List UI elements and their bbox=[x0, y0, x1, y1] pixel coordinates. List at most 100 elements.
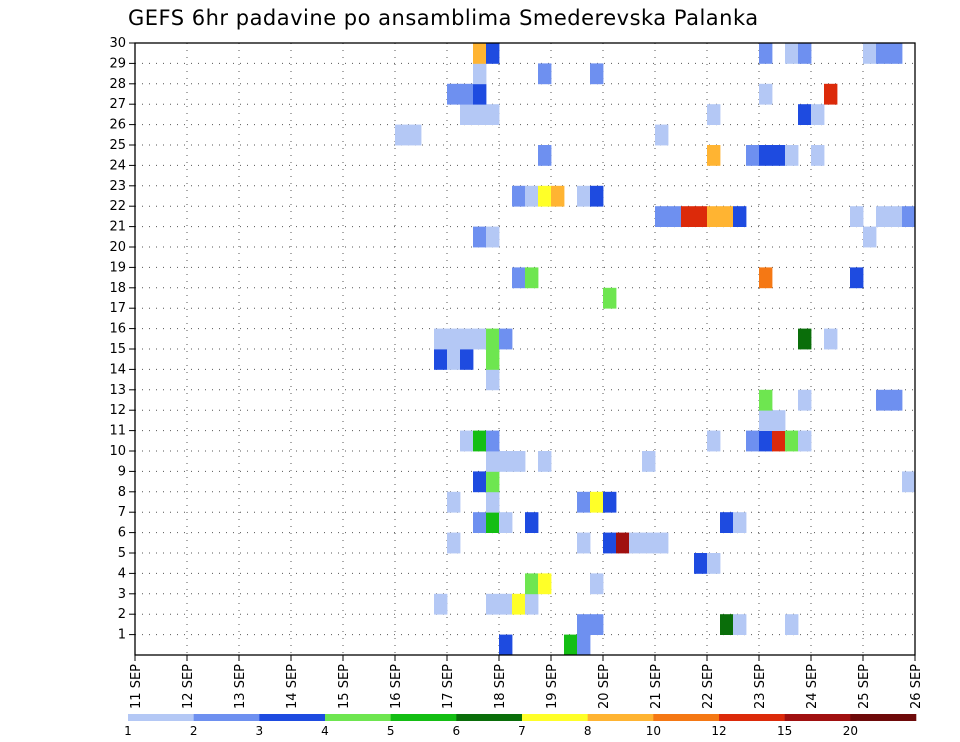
heatmap-cell bbox=[746, 430, 760, 452]
color-scale-segment bbox=[850, 714, 917, 721]
x-tick-label: 23 SEP bbox=[753, 664, 768, 709]
heatmap-cell bbox=[707, 206, 721, 227]
heatmap-cell bbox=[473, 512, 487, 533]
color-scale-label: 2 bbox=[190, 724, 198, 738]
heatmap-cell bbox=[525, 267, 539, 289]
heatmap-cell bbox=[473, 104, 487, 125]
heatmap-cell bbox=[902, 471, 916, 493]
heatmap-cell bbox=[590, 491, 604, 513]
heatmap-cell bbox=[863, 226, 877, 248]
heatmap-cell bbox=[486, 512, 500, 533]
heatmap-cell bbox=[486, 451, 500, 472]
x-tick-label: 16 SEP bbox=[389, 664, 404, 709]
y-tick-label: 14 bbox=[109, 362, 126, 377]
y-tick-label: 29 bbox=[109, 56, 126, 71]
y-tick-label: 16 bbox=[109, 322, 126, 337]
heatmap-cell bbox=[447, 83, 461, 105]
heatmap-cell bbox=[681, 206, 695, 227]
heatmap-cell bbox=[551, 185, 565, 207]
color-scale-segment bbox=[193, 714, 260, 721]
color-scale-segment bbox=[325, 714, 391, 721]
y-tick-label: 17 bbox=[109, 301, 126, 316]
heatmap-cell bbox=[707, 145, 721, 166]
y-tick-label: 23 bbox=[109, 179, 126, 194]
heatmap-cell bbox=[876, 43, 890, 64]
heatmap-cell bbox=[759, 389, 773, 411]
heatmap-cell bbox=[798, 104, 812, 125]
y-tick-label: 26 bbox=[109, 118, 126, 133]
heatmap-cell bbox=[538, 145, 552, 166]
x-tick-label: 26 SEP bbox=[909, 664, 924, 709]
heatmap-cell bbox=[447, 328, 461, 350]
y-tick-label: 20 bbox=[109, 240, 126, 255]
heatmap-cell bbox=[759, 43, 773, 64]
heatmap-cell bbox=[772, 430, 786, 452]
heatmap-cell bbox=[629, 532, 643, 554]
heatmap-cell bbox=[512, 267, 526, 289]
heatmap-cell bbox=[460, 349, 474, 370]
y-tick-label: 15 bbox=[109, 342, 126, 357]
color-scale-label: 12 bbox=[711, 724, 726, 738]
color-scale-label: 8 bbox=[584, 724, 592, 738]
heatmap-cell bbox=[694, 553, 708, 574]
heatmap-cell bbox=[434, 593, 448, 615]
y-tick-label: 28 bbox=[109, 77, 126, 92]
color-scale-segment bbox=[653, 714, 720, 721]
y-tick-label: 19 bbox=[109, 260, 126, 275]
y-tick-label: 5 bbox=[118, 546, 126, 561]
heatmap-cell bbox=[811, 145, 825, 166]
heatmap-cell bbox=[863, 43, 877, 64]
y-tick-label: 21 bbox=[109, 220, 126, 235]
heatmap-cell bbox=[759, 145, 773, 166]
color-scale-label: 4 bbox=[321, 724, 329, 738]
heatmap-cell bbox=[473, 430, 487, 452]
heatmap-cell bbox=[486, 593, 500, 615]
chart-title: GEFS 6hr padavine po ansamblima Smederev… bbox=[128, 6, 759, 30]
color-scale-bar: 1 2 3 4 5 6 7 8 10 12 15 20 bbox=[124, 714, 917, 738]
heatmap-cell bbox=[577, 634, 591, 656]
heatmap-cell bbox=[642, 532, 656, 554]
heatmap-cell bbox=[603, 287, 617, 309]
x-tick-label: 14 SEP bbox=[285, 664, 300, 709]
y-tick-label: 27 bbox=[109, 97, 126, 112]
heatmap-cell bbox=[668, 206, 682, 227]
y-tick-label: 9 bbox=[118, 464, 126, 479]
heatmap-cell bbox=[460, 104, 474, 125]
heatmap-cell bbox=[889, 389, 903, 411]
heatmap-cell bbox=[759, 267, 773, 289]
color-scale-segment bbox=[390, 714, 457, 721]
heatmap-cell bbox=[512, 593, 526, 615]
heatmap-cell bbox=[889, 206, 903, 227]
heatmap-cell bbox=[811, 104, 825, 125]
color-scale-label: 20 bbox=[843, 724, 858, 738]
y-tick-label: 7 bbox=[118, 505, 126, 520]
heatmap-cell bbox=[486, 226, 500, 248]
color-scale-segment bbox=[456, 714, 523, 721]
color-scale-label: 1 bbox=[124, 724, 132, 738]
color-scale-segment bbox=[719, 714, 785, 721]
heatmap-cell bbox=[486, 430, 500, 452]
heatmap-cell bbox=[538, 63, 552, 85]
heatmap-cell bbox=[733, 206, 747, 227]
color-scale-label: 10 bbox=[646, 724, 661, 738]
x-tick-label: 22 SEP bbox=[701, 664, 716, 709]
heatmap-cell bbox=[460, 430, 474, 452]
y-tick-label: 10 bbox=[109, 444, 126, 459]
heatmap-cell bbox=[525, 185, 539, 207]
heatmap-cell bbox=[785, 614, 799, 635]
heatmap-cell bbox=[824, 328, 838, 350]
heatmap-cell bbox=[720, 614, 734, 635]
heatmap-cell bbox=[499, 512, 513, 533]
heatmap-cell bbox=[473, 83, 487, 105]
heatmap-cell bbox=[447, 532, 461, 554]
heatmap-cell bbox=[876, 389, 890, 411]
heatmap-cell bbox=[590, 573, 604, 595]
x-tick-label: 19 SEP bbox=[545, 664, 560, 709]
x-tick-label: 24 SEP bbox=[805, 664, 820, 709]
x-tick-label: 13 SEP bbox=[233, 664, 248, 709]
x-tick-label: 25 SEP bbox=[857, 664, 872, 709]
heatmap-cell bbox=[538, 451, 552, 472]
heatmap-cell bbox=[785, 430, 799, 452]
color-scale-label: 7 bbox=[518, 724, 526, 738]
